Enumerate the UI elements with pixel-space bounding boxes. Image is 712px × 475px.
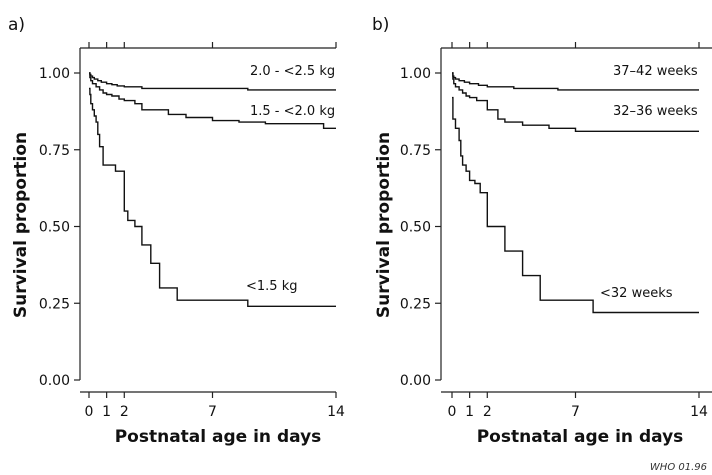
- panel-a-series-label-1: 1.5 - <2.0 kg: [250, 104, 335, 119]
- panel-b-label: b): [372, 15, 389, 35]
- panel-b-x-tick-label-3: 7: [571, 404, 580, 420]
- panel-b-y-tick-label-2: 0.50: [400, 220, 431, 236]
- panel-a-series-label-0: 2.0 - <2.5 kg: [250, 64, 335, 79]
- panel-b-x-tick-label-4: 14: [690, 404, 708, 420]
- panel-a-series-label-2: <1.5 kg: [246, 279, 297, 294]
- panel-a-curve-1: [89, 72, 336, 129]
- panel-a-curves: [89, 72, 336, 307]
- panel-a-curve-0: [89, 72, 336, 91]
- figure-credit: WHO 01.96: [650, 462, 707, 473]
- panel-b: b) 0 1 2 7 14 0.00 0.25 0.50 0.75 1.00 37–42 week…: [372, 15, 712, 447]
- panel-a-y-tick-label-1: 0.25: [39, 296, 70, 312]
- panel-b-x-tick-label-0: 0: [448, 404, 457, 420]
- panel-a-x-tick-label-2: 2: [120, 404, 129, 420]
- panel-a-y-tick-label-2: 0.50: [39, 220, 70, 236]
- panel-b-y-axis-title: Survival proportion: [374, 132, 394, 318]
- panel-b-x-tick-label-1: 1: [465, 404, 474, 420]
- panel-a-x-tick-label-1: 1: [102, 404, 111, 420]
- panel-a-y-tick-label-0: 0.00: [39, 373, 70, 389]
- panel-b-curve-1: [452, 72, 699, 132]
- panel-a-x-tick-label-4: 14: [327, 404, 345, 420]
- panel-b-x-tick-label-2: 2: [483, 404, 492, 420]
- panel-a-y-tick-label-3: 0.75: [39, 143, 70, 159]
- panel-b-y-tick-label-1: 0.25: [400, 296, 431, 312]
- panel-b-curve-0: [452, 72, 699, 91]
- panel-b-x-axis-title: Postnatal age in days: [477, 427, 684, 447]
- panel-b-curve-2: [452, 96, 699, 314]
- panel-a-y-tick-label-4: 1.00: [39, 66, 70, 82]
- panel-b-series-label-0: 37–42 weeks: [613, 64, 698, 79]
- panel-b-series-label-2: <32 weeks: [600, 286, 673, 301]
- panel-a: a) 0 1 2 7 14 0.00 0.25 0.50 0.75 1.00 2.0 - <2.5…: [8, 15, 345, 447]
- panel-a-y-axis-title: Survival proportion: [11, 132, 31, 318]
- panel-b-series-label-1: 32–36 weeks: [613, 104, 698, 119]
- panel-a-curve-2: [89, 87, 336, 307]
- panel-a-x-tick-label-3: 7: [208, 404, 217, 420]
- panel-b-curves: [452, 72, 699, 314]
- panel-b-y-tick-label-0: 0.00: [400, 373, 431, 389]
- panel-a-x-tick-label-0: 0: [85, 404, 94, 420]
- panel-a-x-axis-title: Postnatal age in days: [115, 427, 322, 447]
- panel-a-ticks: 0 1 2 7 14 0.00 0.25 0.50 0.75 1.00: [39, 42, 345, 420]
- panel-a-label: a): [8, 15, 25, 35]
- panel-b-ticks: 0 1 2 7 14 0.00 0.25 0.50 0.75 1.00: [400, 42, 708, 420]
- panel-b-y-tick-label-3: 0.75: [400, 143, 431, 159]
- panel-b-y-tick-label-4: 1.00: [400, 66, 431, 82]
